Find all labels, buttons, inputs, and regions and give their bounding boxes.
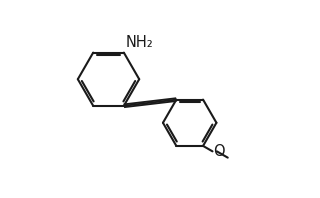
Text: NH₂: NH₂ xyxy=(125,35,153,50)
Text: O: O xyxy=(213,144,225,159)
